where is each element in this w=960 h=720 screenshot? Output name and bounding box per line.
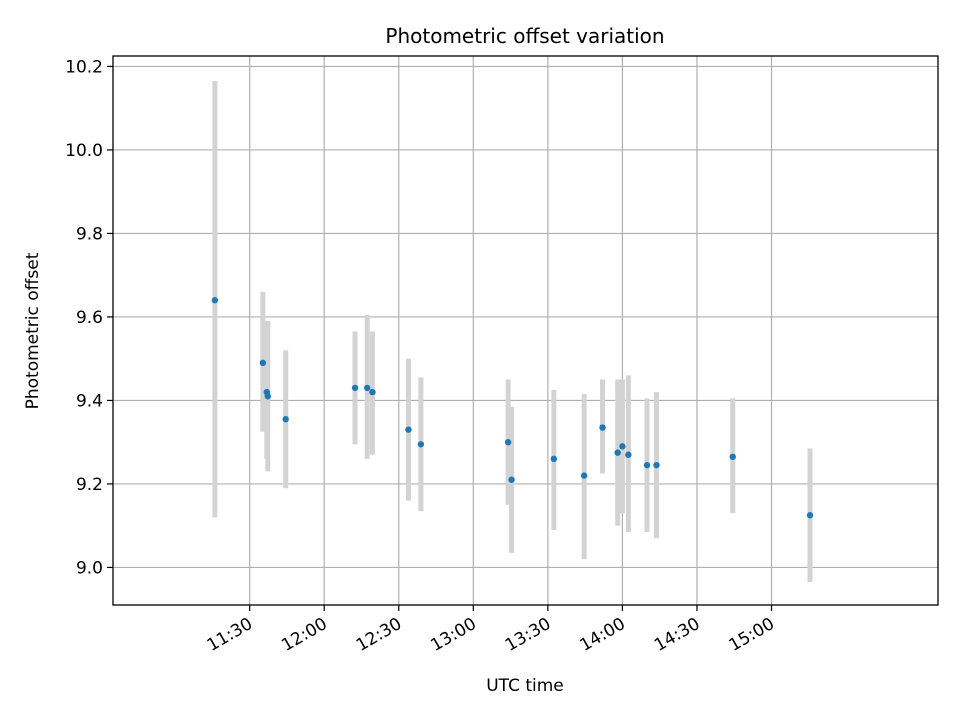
data-points [211, 297, 814, 519]
error-bars [212, 81, 813, 583]
x-tick-label: 12:30 [353, 614, 405, 656]
data-point [211, 297, 219, 304]
x-tick-label: 13:30 [502, 614, 554, 656]
y-axis: 9.0 9.2 9.4 9.6 9.8 10.0 10.2 [65, 57, 113, 578]
data-point [417, 441, 425, 448]
data-point [599, 424, 606, 431]
y-tick-label: 10.2 [65, 57, 103, 77]
data-point [614, 449, 621, 456]
data-point [259, 359, 267, 367]
data-point [282, 416, 289, 423]
data-point [729, 453, 736, 460]
x-tick-label: 13:00 [427, 614, 479, 656]
data-point [405, 426, 412, 433]
data-point [264, 393, 272, 400]
x-tick-label: 11:30 [204, 614, 256, 656]
data-point [364, 384, 371, 392]
data-point [351, 384, 359, 392]
data-point [504, 438, 512, 446]
y-tick-label: 10.0 [65, 141, 103, 161]
grid [113, 56, 938, 605]
x-tick-label: 15:00 [726, 614, 778, 656]
chart-title: Photometric offset variation [385, 24, 664, 48]
x-tick-label: 14:00 [576, 614, 628, 656]
y-tick-label: 9.0 [76, 558, 103, 578]
x-axis-label: UTC time [486, 676, 564, 696]
x-axis: 11:30 12:00 12:30 13:00 13:30 14:00 14:30 15:00 [204, 605, 778, 656]
data-point [580, 472, 588, 479]
data-point [653, 461, 660, 469]
data-point [619, 443, 626, 450]
plot-frame [112, 55, 939, 606]
data-point [369, 388, 376, 396]
data-point [625, 451, 632, 458]
y-axis-label: Photometric offset [23, 252, 43, 409]
data-point [806, 512, 814, 519]
x-tick-label: 14:30 [651, 614, 703, 656]
data-point [550, 455, 558, 463]
y-tick-label: 9.6 [76, 308, 103, 328]
y-tick-label: 9.8 [76, 224, 103, 244]
data-point [643, 461, 651, 469]
x-tick-label: 12:00 [278, 614, 330, 656]
y-tick-label: 9.2 [76, 475, 103, 495]
y-tick-label: 9.4 [76, 391, 103, 411]
data-point [508, 476, 515, 483]
